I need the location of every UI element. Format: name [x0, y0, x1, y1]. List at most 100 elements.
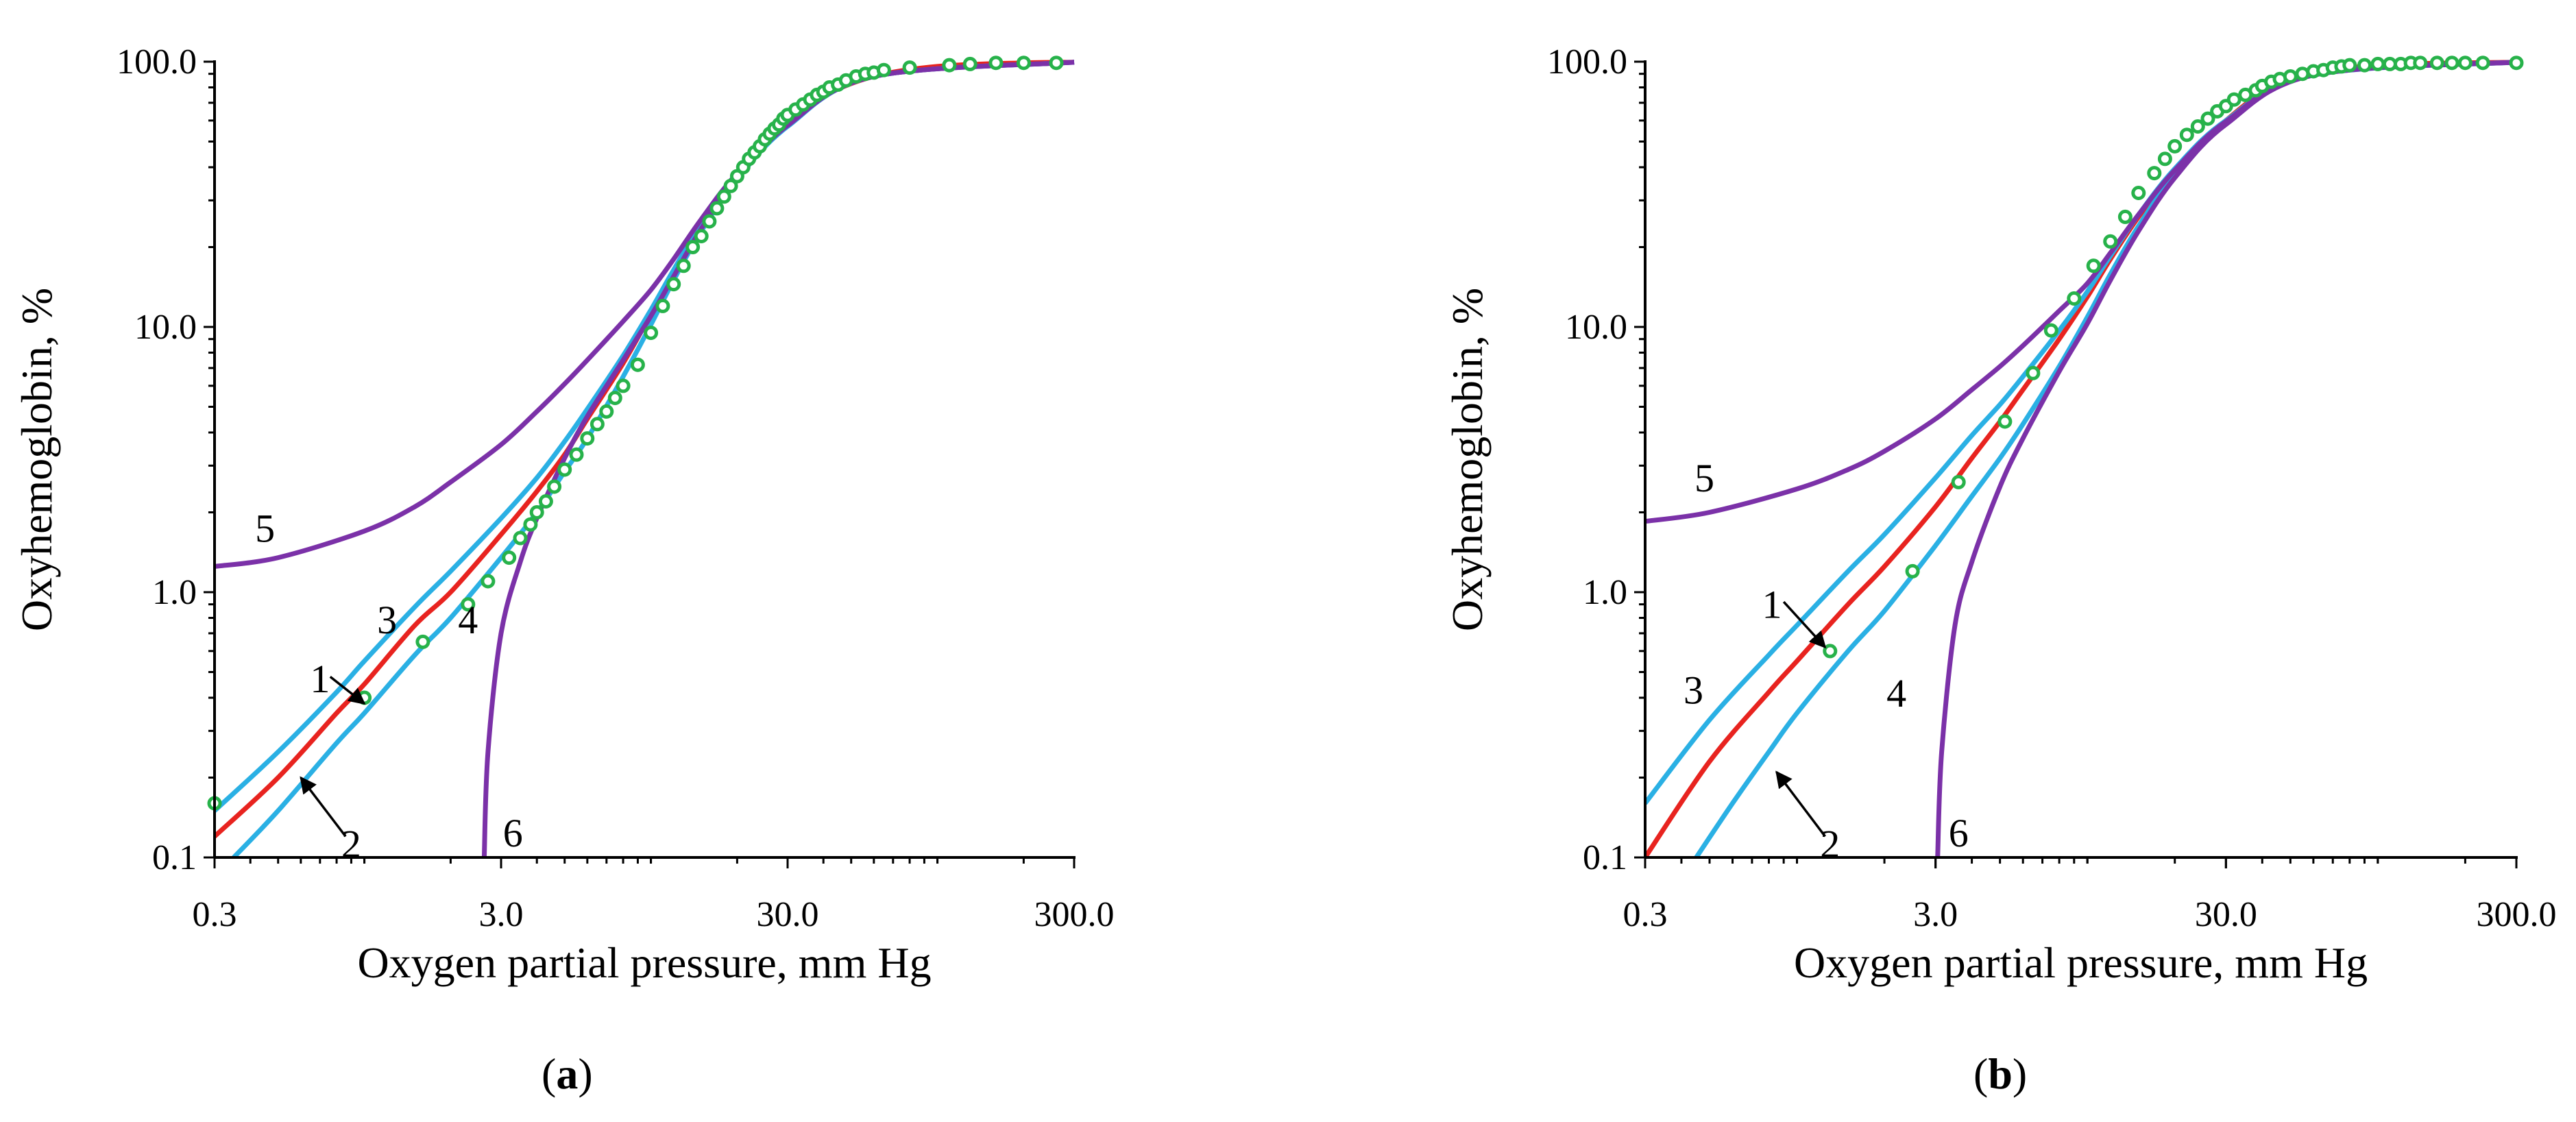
- data-point-b-2: [1951, 474, 1966, 489]
- data-point-a-9: [538, 494, 553, 509]
- y-tick-label-a-1: 1.0: [152, 573, 197, 612]
- data-point-b-0: [1823, 644, 1838, 659]
- data-point-a-2: [415, 634, 430, 649]
- panel-tag-b: (b): [1973, 1049, 2028, 1098]
- data-point-a-51: [876, 62, 891, 77]
- data-point-b-12: [2157, 151, 2172, 167]
- data-point-a-3: [461, 597, 476, 612]
- data-point-b-5: [2043, 323, 2058, 338]
- x-tick-label-b-3: 300.0: [2477, 895, 2557, 934]
- data-point-b-8: [2103, 234, 2118, 249]
- panel-a: 0.1 1.0 10.0 100.0 0.3 3.0 30.0 300.0 Oxygen par…: [12, 42, 1115, 1098]
- data-point-b-4: [2026, 365, 2041, 380]
- data-point-b-32: [2357, 58, 2372, 73]
- data-point-a-28: [723, 178, 738, 193]
- x-axis-title-b: Oxygen partial pressure, mm Hg: [1794, 938, 2368, 987]
- data-point-a-10: [547, 479, 562, 494]
- curve-label-b-4: 4: [1886, 671, 1906, 716]
- y-tick-label-a-3: 100.0: [117, 42, 197, 82]
- label-arrow-a-2: [300, 776, 347, 838]
- y-tick-label-b-3: 100.0: [1547, 42, 1627, 82]
- data-point-a-6: [513, 530, 528, 546]
- curve-label-a-5: 5: [255, 506, 275, 550]
- x-tick-label-b-2: 30.0: [2195, 895, 2257, 934]
- panel-tag-a: (a): [542, 1049, 593, 1098]
- data-point-a-13: [580, 431, 595, 446]
- data-point-b-39: [2444, 56, 2459, 71]
- series-b-curve-3: [1645, 60, 2517, 805]
- curve-label-a-2: 2: [341, 822, 361, 866]
- data-point-a-14: [590, 417, 605, 432]
- x-tick-label-b-0: 0.3: [1623, 895, 1668, 934]
- x-tick-label-a-1: 3.0: [479, 895, 524, 934]
- curve-label-b-3: 3: [1684, 668, 1703, 713]
- series-a-curve-3: [215, 60, 1075, 813]
- data-point-a-15: [599, 404, 614, 419]
- y-tick-label-a-0: 0.1: [152, 838, 197, 877]
- y-tick-label-b-2: 10.0: [1565, 308, 1627, 347]
- curve-label-a-6: 6: [503, 811, 523, 855]
- data-point-b-16: [2200, 111, 2215, 126]
- data-point-a-22: [676, 258, 691, 273]
- data-point-b-15: [2190, 119, 2205, 134]
- data-point-b-37: [2413, 56, 2428, 71]
- series-a-curve-2: [232, 60, 1075, 857]
- data-point-a-23: [685, 240, 701, 254]
- data-point-b-1: [1905, 563, 1920, 578]
- data-point-b-42: [2509, 56, 2524, 71]
- data-point-b-25: [2283, 69, 2298, 84]
- y-tick-label-b-1: 1.0: [1583, 573, 1627, 612]
- y-tick-label-b-0: 0.1: [1583, 838, 1627, 877]
- x-tick-label-a-0: 0.3: [193, 895, 237, 934]
- data-point-b-3: [1997, 414, 2013, 429]
- curve-label-a-1: 1: [310, 657, 330, 701]
- curve-label-b-2: 2: [1820, 822, 1840, 866]
- series-a-curve-5: [215, 60, 1075, 569]
- data-point-b-10: [2131, 186, 2146, 200]
- data-point-b-9: [2117, 209, 2133, 224]
- data-point-b-41: [2475, 56, 2490, 71]
- data-point-b-14: [2179, 127, 2194, 143]
- label-arrow-b-1: [1782, 600, 1827, 649]
- chart-a: 0.1 1.0 10.0 100.0 0.3 3.0 30.0 300.0 Oxygen par…: [12, 42, 1115, 987]
- data-point-b-38: [2429, 56, 2444, 71]
- y-tick-label-a-2: 10.0: [134, 308, 197, 347]
- curve-label-b-1: 1: [1762, 583, 1782, 627]
- curve-label-a-3: 3: [377, 598, 397, 642]
- data-point-a-17: [616, 378, 631, 393]
- chart-b: 0.1 1.0 10.0 100.0 0.3 3.0 30.0 300.0 Oxygen par…: [1443, 42, 2557, 987]
- series-b-curve-4: [1694, 60, 2517, 857]
- data-point-b-6: [2067, 291, 2082, 306]
- y-axis-title-a: Oxyhemoglobin, %: [12, 288, 61, 631]
- data-point-b-7: [2086, 258, 2101, 273]
- data-point-a-24: [694, 229, 709, 243]
- data-point-a-19: [644, 326, 659, 341]
- y-axis-title-b: Oxyhemoglobin, %: [1443, 288, 1492, 631]
- data-point-a-57: [1049, 56, 1064, 71]
- series-b-curve-5: [1645, 60, 2517, 524]
- data-point-b-19: [2226, 92, 2241, 107]
- data-point-a-5: [502, 550, 517, 565]
- data-point-a-20: [655, 298, 670, 313]
- series-b-curve-6: [1935, 60, 2517, 857]
- x-axis-title-a: Oxygen partial pressure, mm Hg: [357, 938, 931, 987]
- panel-b: 0.1 1.0 10.0 100.0 0.3 3.0 30.0 300.0 Oxygen par…: [1288, 0, 2576, 1122]
- data-point-a-26: [709, 201, 725, 216]
- data-point-a-16: [607, 391, 622, 406]
- data-point-a-21: [666, 277, 681, 292]
- data-point-a-54: [962, 56, 977, 71]
- data-point-a-18: [630, 357, 645, 372]
- label-arrow-a-1: [329, 675, 366, 705]
- data-point-b-11: [2147, 166, 2162, 181]
- curve-label-a-4: 4: [458, 598, 478, 642]
- data-point-b-33: [2370, 56, 2385, 71]
- x-tick-label-b-1: 3.0: [1913, 895, 1958, 934]
- data-point-b-13: [2167, 138, 2183, 154]
- data-point-a-4: [481, 574, 496, 589]
- data-point-a-52: [902, 60, 917, 75]
- data-point-a-55: [988, 56, 1004, 71]
- data-point-a-7: [523, 517, 538, 532]
- series-a-curve-1: [215, 60, 1075, 838]
- data-point-a-8: [529, 505, 544, 520]
- data-point-a-56: [1016, 56, 1031, 71]
